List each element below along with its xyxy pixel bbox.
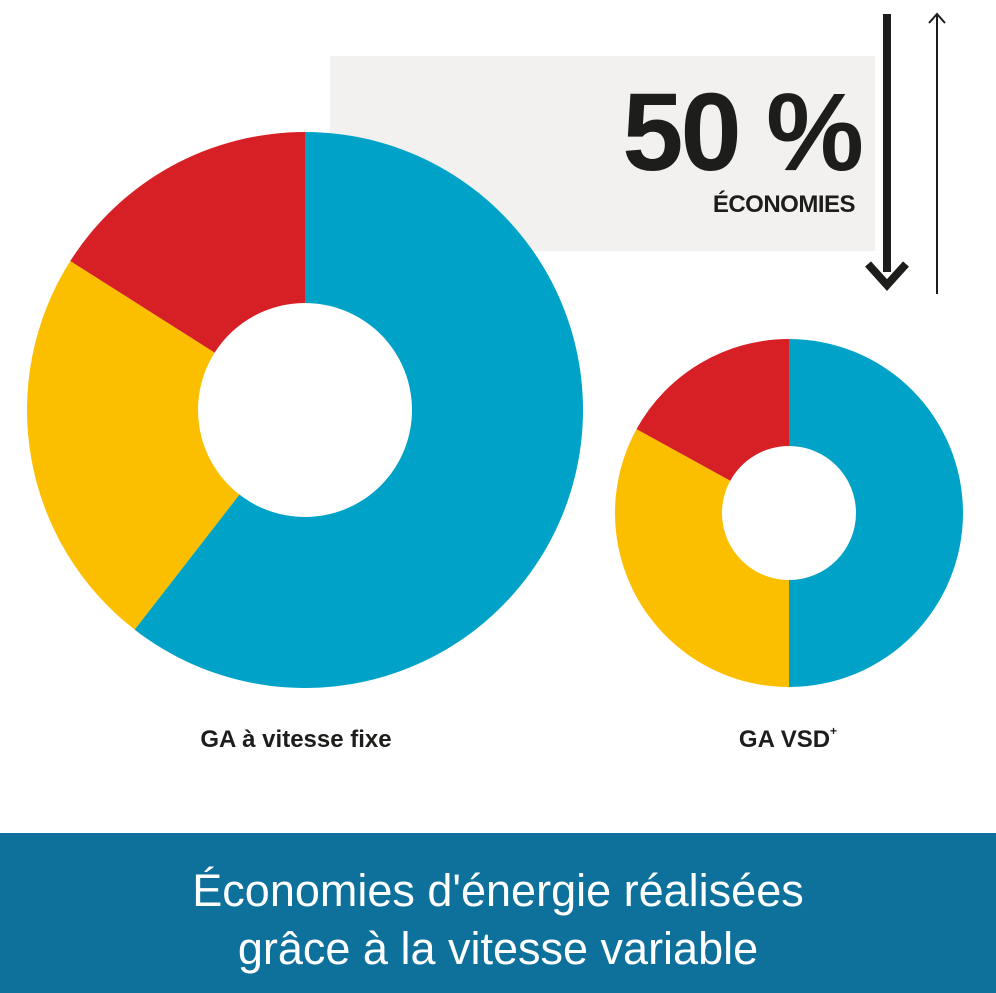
donut-chart-vsd [615, 339, 963, 687]
donut-chart-fixed-speed [26, 132, 584, 688]
banner-line-2: grâce à la vitesse variable [237, 923, 759, 974]
chart-label-fixed-speed: GA à vitesse fixe [200, 728, 391, 752]
donut-1-slice-blue [789, 339, 963, 687]
chart-label-vsd: GA VSD+ [738, 725, 837, 753]
donut-0-slice-blue [134, 132, 584, 688]
chart-label-vsd-text: GA VSD [738, 726, 831, 753]
chart-label-fixed-speed-text: GA à vitesse fixe [200, 726, 392, 753]
chart-label-vsd-superscript: + [830, 724, 838, 738]
increase-arrow-icon [928, 12, 946, 294]
savings-label: ÉCONOMIES [712, 191, 856, 218]
savings-value: 50 % [622, 71, 864, 194]
donut-0-slice-yellow [26, 261, 240, 630]
banner-line-1: Économies d'énergie réalisées [192, 865, 804, 916]
decrease-arrow-icon [865, 14, 909, 291]
donut-0-slice-red [70, 132, 305, 353]
donut-1-slice-yellow [615, 429, 789, 687]
caption-banner: Économies d'énergie réalisées grâce à la… [0, 833, 996, 993]
donut-1-slice-red [636, 339, 789, 481]
